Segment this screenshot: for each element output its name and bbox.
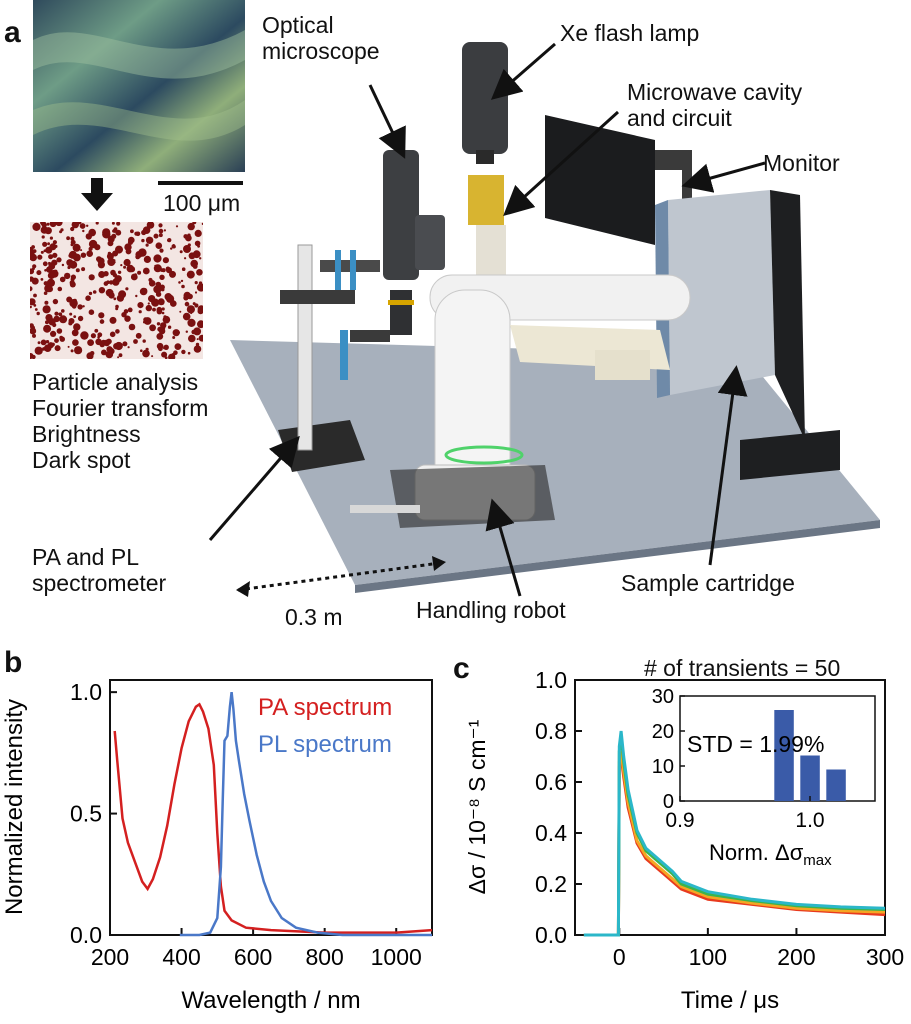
analysis-item: Dark spot — [32, 447, 131, 473]
apparatus-illustration — [230, 42, 880, 593]
distance-label: 0.3 m — [285, 604, 343, 630]
xe-lamp-label: Xe flash lamp — [560, 20, 700, 46]
analysis-item: Brightness — [32, 421, 141, 447]
x-axis-label: Wavelength / nm — [181, 987, 360, 1014]
microscope-label: Optical microscope — [262, 12, 380, 64]
microscope-label-line: Optical — [262, 12, 334, 38]
robot-label: Handling robot — [416, 597, 566, 623]
analysis-list: Particle analysis Fourier transform Brig… — [32, 369, 208, 473]
inset-y-tick-label: 20 — [652, 721, 674, 743]
spectrometer-label: PA and PL spectrometer — [32, 544, 166, 596]
annotation-arrows — [208, 42, 766, 597]
histogram-bar — [800, 755, 820, 801]
analysis-item: Fourier transform — [32, 395, 209, 421]
cavity-label: Microwave cavity and circuit — [627, 79, 802, 131]
legend-pa: PA spectrum — [258, 694, 392, 721]
legend-pl: PL spectrum — [258, 731, 392, 758]
pl-spectrum-line — [179, 691, 432, 937]
plot-frame — [574, 679, 886, 936]
cavity-label-line: and circuit — [627, 105, 732, 131]
std-text: STD = 1.99% — [687, 731, 824, 757]
x-tick-label: 400 — [162, 944, 200, 970]
down-arrow-icon — [81, 178, 113, 211]
monitor-label: Monitor — [763, 150, 840, 176]
y-tick-label: 0.6 — [535, 769, 567, 795]
cartridge-label: Sample cartridge — [621, 570, 795, 596]
inset-x-label-sub: max — [803, 852, 832, 869]
y-axis-label: Normalized intensity — [1, 699, 28, 915]
x-tick-label: 100 — [689, 944, 727, 970]
y-tick-label: 0.5 — [70, 801, 102, 827]
inset-x-tick-label: 1.0 — [795, 809, 824, 832]
transients-count: # of transients = 50 — [644, 655, 841, 681]
y-tick-label: 0.0 — [70, 922, 102, 948]
y-tick-label: 0.4 — [535, 820, 567, 846]
y-tick-label: 0.2 — [535, 871, 567, 897]
y-axis-label: Δσ / 10⁻⁸ S cm⁻¹ — [464, 719, 490, 894]
x-tick-label: 1000 — [371, 944, 422, 970]
cavity-label-line: Microwave cavity — [627, 79, 803, 105]
panel-b-letter: b — [4, 646, 23, 679]
y-tick-label: 1.0 — [535, 667, 567, 693]
pa-spectrum-line — [113, 702, 433, 934]
particle-analysis-image — [30, 222, 203, 359]
scale-bar-label: 100 μm — [163, 190, 241, 216]
histogram-bar — [826, 769, 846, 801]
inset-x-tick-label: 0.9 — [665, 809, 694, 832]
panel-c-letter: c — [453, 652, 470, 685]
transient-line — [583, 730, 886, 937]
inset-x-label: Norm. Δσmax — [709, 840, 832, 869]
y-tick-label: 0.8 — [535, 718, 567, 744]
spectrometer-label-line: spectrometer — [32, 570, 167, 596]
micrograph-image — [33, 0, 245, 172]
inset-y-tick-label: 0 — [663, 791, 674, 813]
x-tick-label: 200 — [91, 944, 129, 970]
analysis-item: Particle analysis — [32, 369, 199, 395]
x-tick-label: 300 — [866, 944, 904, 970]
microscope-label-line: microscope — [262, 38, 380, 64]
x-tick-label: 200 — [777, 944, 815, 970]
x-tick-label: 600 — [234, 944, 272, 970]
y-tick-label: 0.0 — [535, 922, 567, 948]
spectrometer-label-line: PA and PL — [32, 544, 139, 570]
x-tick-label: 0 — [613, 944, 626, 970]
panel-a-letter: a — [4, 16, 21, 49]
scale-bar — [158, 181, 243, 185]
inset-x-label-main: Norm. Δσ — [709, 840, 804, 865]
histogram-bar — [774, 710, 794, 801]
plot-frame — [109, 679, 433, 936]
x-tick-label: 800 — [305, 944, 343, 970]
transient-chart: 0 100 200 300 0.0 0.2 0.4 0.6 0.8 1.0 0.9 1.0 0 10 20… — [464, 667, 904, 1014]
inset-y-tick-label: 10 — [652, 756, 674, 778]
inset-y-tick-label: 30 — [652, 686, 674, 708]
x-axis-label: Time / μs — [681, 987, 779, 1014]
spectrum-chart: 200 400 600 800 1000 0.0 0.5 1.0 PA spectrum PL… — [1, 679, 433, 1014]
y-tick-label: 1.0 — [70, 679, 102, 705]
